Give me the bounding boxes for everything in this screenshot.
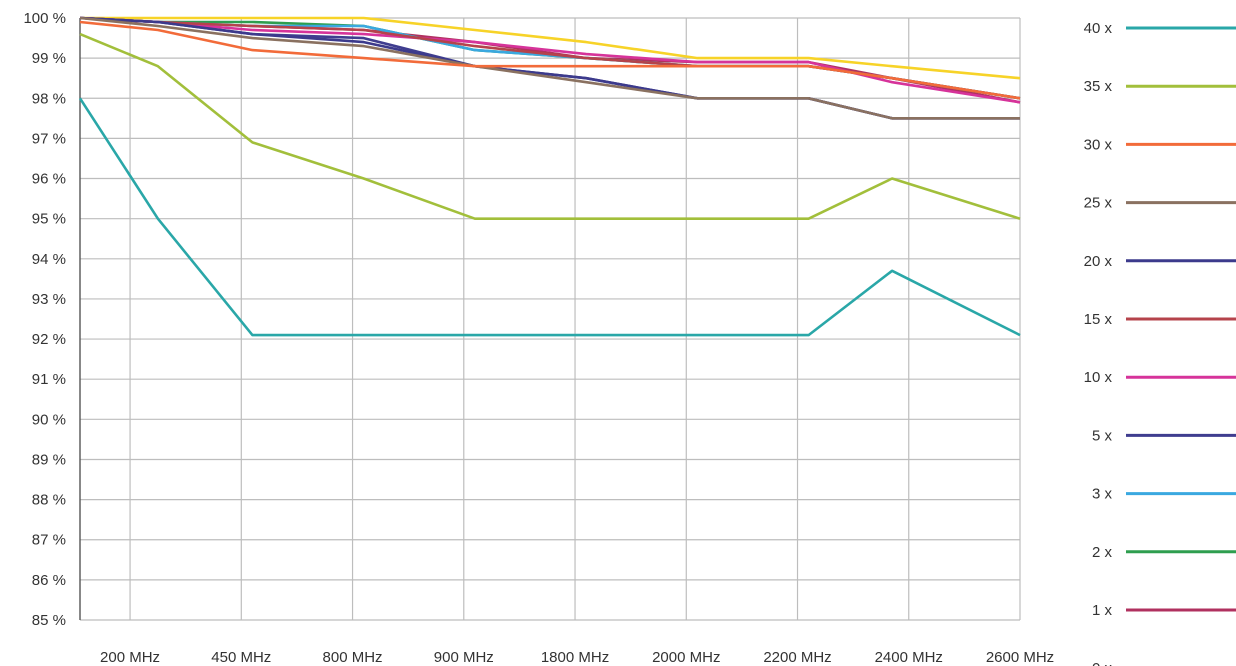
legend-label: 30 x [1084,136,1113,153]
series-line-35x [79,32,1021,220]
legend-label: 5 x [1092,427,1113,444]
legend-label: 3 x [1092,486,1113,503]
legend-label: 15 x [1084,311,1113,328]
series-line-0x [80,16,1021,80]
legend-label: 40 x [1084,20,1113,37]
y-tick-label: 100 % [23,10,66,27]
vertical-gridlines [129,18,1021,620]
y-axis-tick-labels: 100 % 99 % 98 % 97 % 96 % 95 % 94 % 93 % 92 % 91 … [23,10,66,629]
y-tick-label: 93 % [32,291,66,308]
legend-label: 0 x [1092,660,1113,666]
y-tick-label: 94 % [32,251,66,268]
x-tick-label: 2000 MHz [652,649,720,666]
x-tick-label: 1800 MHz [541,649,609,666]
series-line-25x [79,16,1020,120]
y-tick-label: 89 % [32,451,66,468]
y-tick-label: 96 % [32,171,66,188]
x-tick-label: 2600 MHz [986,649,1054,666]
series-line-40x [78,97,1021,337]
legend: 40 x 35 x 30 x 25 x 20 x 15 x 10 x 5 x 3 x 2 x 1 x… [1084,20,1236,666]
y-tick-label: 95 % [32,211,66,228]
x-tick-label: 2200 MHz [763,649,831,666]
legend-label: 20 x [1084,253,1113,270]
legend-label: 2 x [1092,544,1113,561]
x-axis-tick-labels: 200 MHz 450 MHz 800 MHz 900 MHz 1800 MHz 2000… [100,649,1054,666]
legend-label: 1 x [1092,602,1113,619]
x-tick-label: 800 MHz [323,649,383,666]
x-tick-label: 2400 MHz [875,649,943,666]
y-tick-label: 97 % [32,130,66,147]
legend-label: 10 x [1084,369,1113,386]
y-tick-label: 90 % [32,411,66,428]
y-tick-label: 98 % [32,90,66,107]
y-tick-label: 88 % [32,492,66,509]
x-tick-label: 900 MHz [434,649,494,666]
y-tick-label: 87 % [32,532,66,549]
legend-label: 35 x [1084,78,1113,95]
x-tick-label: 200 MHz [100,649,160,666]
y-tick-label: 85 % [32,612,66,629]
y-tick-label: 91 % [32,371,66,388]
y-tick-label: 86 % [32,572,66,589]
y-tick-label: 92 % [32,331,66,348]
x-tick-label: 450 MHz [211,649,271,666]
horizontal-gridlines [80,17,1020,621]
series-line-30x [79,20,1021,100]
series-lines [78,16,1021,337]
y-tick-label: 99 % [32,50,66,67]
legend-label: 25 x [1084,195,1113,212]
